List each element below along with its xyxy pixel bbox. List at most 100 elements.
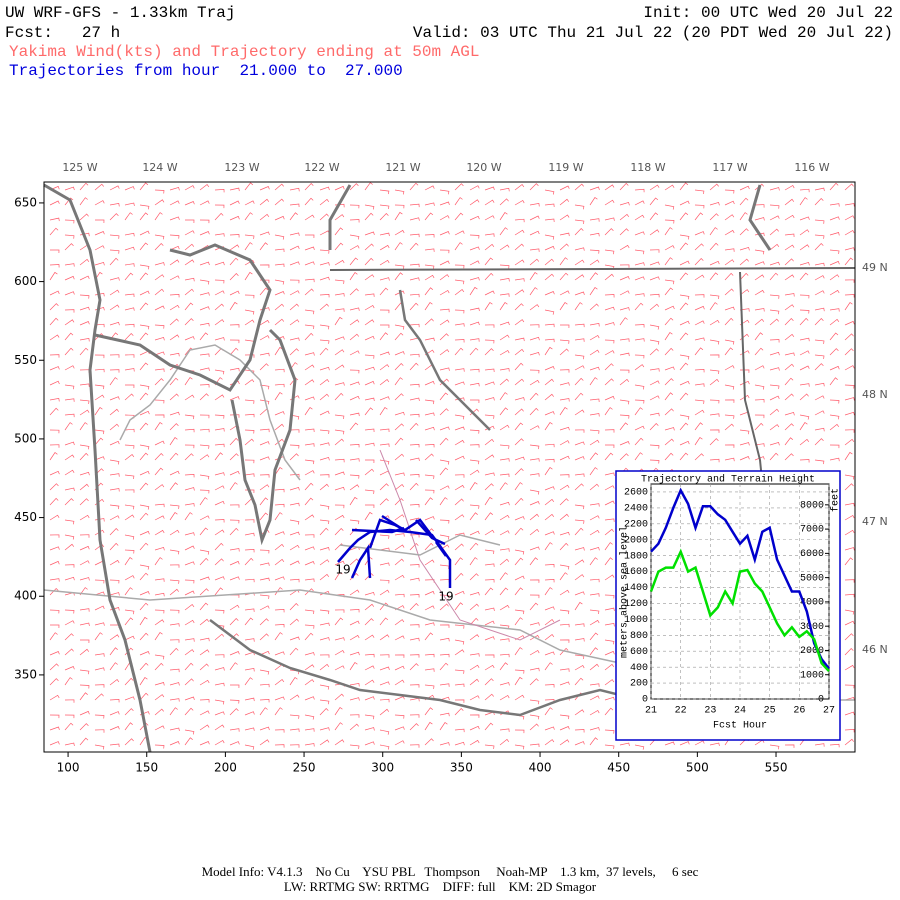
wind-barb <box>394 544 405 551</box>
wind-barb <box>109 185 120 191</box>
wind-barb <box>214 576 225 581</box>
wind-barb <box>109 504 120 510</box>
wind-barb <box>394 654 405 658</box>
wind-barb <box>604 557 613 566</box>
wind-barb <box>739 429 750 435</box>
wind-barb <box>124 504 135 510</box>
wind-barb <box>619 290 630 296</box>
wind-barb <box>259 363 269 371</box>
wind-barb <box>259 287 269 296</box>
wind-barb <box>439 624 450 628</box>
wind-barb <box>829 260 840 266</box>
wind-barb <box>424 489 435 494</box>
wind-barb <box>634 425 645 431</box>
wind-barb <box>649 380 660 386</box>
wind-barb <box>544 684 555 688</box>
wind-barb <box>199 489 210 494</box>
wind-barb <box>619 369 630 374</box>
wind-barb <box>334 259 345 266</box>
wind-barb <box>574 259 585 266</box>
wind-barb <box>454 683 465 688</box>
wind-barb <box>814 317 824 326</box>
wind-barb <box>529 202 540 207</box>
wind-barb <box>559 647 569 656</box>
wind-barb <box>274 651 285 656</box>
wind-barb <box>664 332 673 341</box>
wind-barb <box>244 438 254 446</box>
wind-barb <box>514 278 525 282</box>
wind-barb <box>319 622 330 626</box>
wind-barb <box>724 288 734 296</box>
wind-barb <box>94 245 105 251</box>
wind-barb <box>199 444 210 449</box>
wind-barb <box>829 332 839 341</box>
wind-barb <box>124 738 134 746</box>
wind-barb <box>679 320 690 326</box>
latitude-label: 47 N <box>862 515 888 528</box>
wind-barb <box>709 242 719 251</box>
wind-barb <box>364 380 375 386</box>
wind-barb <box>529 407 539 416</box>
wind-barb <box>514 289 525 296</box>
wind-barb <box>349 319 360 326</box>
y2-tick-label: 5000 <box>800 573 824 584</box>
wind-barb <box>379 498 389 506</box>
wind-barb <box>829 365 840 371</box>
latitude-label: 49 N <box>862 261 888 274</box>
wind-barb <box>349 558 359 566</box>
wind-barb <box>109 234 120 239</box>
wind-barb <box>199 741 210 746</box>
wind-barb <box>154 632 163 641</box>
wind-barb <box>394 574 405 581</box>
wind-barb <box>154 305 165 311</box>
y-tick-label: 550 <box>14 353 37 367</box>
wind-barb <box>439 426 450 431</box>
wind-barb <box>499 444 510 449</box>
wind-barb <box>424 707 434 716</box>
y-tick-label: 1400 <box>624 583 648 594</box>
wind-barb <box>529 650 540 656</box>
wind-barb <box>289 744 300 748</box>
wind-barb <box>379 602 389 611</box>
wind-barb <box>589 467 598 476</box>
wind-barb <box>604 500 615 506</box>
latitude-label: 48 N <box>862 388 888 401</box>
wind-barb <box>319 366 330 371</box>
wind-barb <box>424 426 435 431</box>
wind-barb <box>409 714 420 718</box>
wind-barb <box>499 227 508 236</box>
wind-barb <box>154 189 165 194</box>
y-tick-label: 200 <box>630 679 648 690</box>
wind-barb <box>199 602 209 611</box>
wind-barb <box>139 324 150 330</box>
wind-barb <box>64 633 74 641</box>
wind-barb <box>64 487 75 491</box>
wind-barb <box>199 549 210 555</box>
wind-barb <box>379 351 390 356</box>
wind-barb <box>649 395 660 401</box>
wind-barb <box>604 294 615 298</box>
wind-barb <box>349 662 358 671</box>
wind-barb <box>364 182 373 191</box>
wind-barb <box>259 618 269 626</box>
wind-barb <box>109 662 118 671</box>
wind-barb <box>139 452 149 461</box>
wind-barb <box>214 261 225 266</box>
wind-barb <box>469 573 479 581</box>
wind-barb <box>319 527 329 536</box>
wind-barb <box>259 319 270 326</box>
wind-barb <box>304 379 315 386</box>
wind-barb <box>439 215 450 221</box>
wind-barb <box>64 454 75 461</box>
wind-barb <box>499 424 510 431</box>
wind-barb <box>394 740 405 746</box>
wind-barb <box>484 186 495 191</box>
wind-barb <box>124 307 135 311</box>
wind-barb <box>244 608 255 612</box>
wind-barb <box>499 728 510 732</box>
wind-barb <box>289 232 300 236</box>
wind-barb <box>394 437 404 446</box>
wind-barb <box>274 183 284 191</box>
wind-barb <box>454 699 465 703</box>
wind-barb <box>319 504 330 510</box>
